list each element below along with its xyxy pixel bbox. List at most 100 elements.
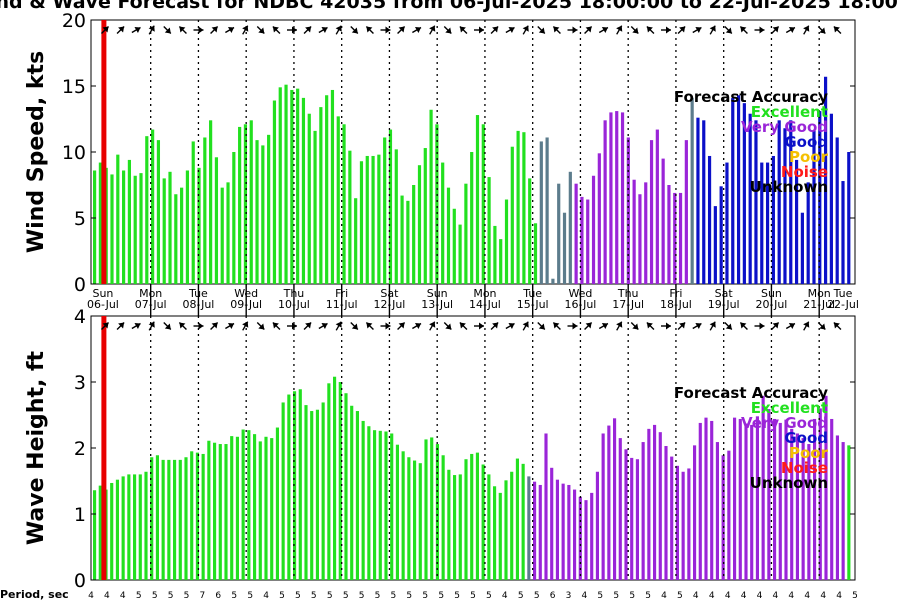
wave-direction-arrow-icon bbox=[193, 322, 204, 330]
wave-bar bbox=[321, 402, 325, 580]
arrow-head bbox=[227, 322, 235, 330]
wind-direction-arrow-icon bbox=[537, 25, 546, 35]
period-value: 5 bbox=[518, 591, 524, 600]
wave-bar bbox=[630, 457, 634, 580]
wave-bar bbox=[824, 395, 828, 580]
wave-bar bbox=[287, 394, 291, 580]
wave-direction-arrow-icon bbox=[131, 322, 141, 330]
wind-bar bbox=[586, 199, 590, 284]
wind-bar bbox=[731, 97, 735, 284]
arrow-head bbox=[258, 323, 265, 330]
wind-bar bbox=[348, 150, 352, 284]
wind-bar bbox=[383, 137, 387, 284]
chart-title: Wind & Wave Forecast for NDBC 42035 from… bbox=[0, 0, 900, 13]
arrow-head bbox=[242, 25, 249, 32]
wind-bar bbox=[481, 124, 485, 284]
wave-direction-arrow-icon bbox=[412, 322, 422, 330]
wind-bar bbox=[522, 132, 526, 284]
wind-bar bbox=[394, 149, 398, 284]
wind-bar bbox=[238, 126, 242, 284]
wind-bar bbox=[145, 136, 149, 284]
wind-bar bbox=[162, 178, 166, 284]
wave-bar bbox=[487, 474, 491, 580]
wave-ytick-label: 0 bbox=[74, 570, 86, 592]
arrow-head bbox=[429, 25, 436, 32]
wave-direction-arrow-icon bbox=[210, 321, 219, 331]
wind-direction-arrow-icon bbox=[803, 25, 810, 35]
wave-direction-arrow-icon bbox=[380, 322, 391, 330]
wave-direction-arrow-icon bbox=[100, 321, 110, 331]
period-value: 4 bbox=[741, 591, 747, 600]
wave-bar bbox=[830, 418, 834, 580]
wave-legend-item: Poor bbox=[789, 444, 829, 462]
wave-bar bbox=[515, 458, 519, 580]
wind-bar bbox=[98, 162, 102, 284]
wave-bar bbox=[167, 459, 171, 580]
arrow-head bbox=[335, 25, 342, 32]
wave-bar bbox=[378, 430, 382, 580]
arrow-head bbox=[788, 322, 795, 330]
wind-bar bbox=[464, 183, 468, 284]
arrow-head bbox=[679, 322, 686, 329]
wave-legend-item: Excellent bbox=[751, 399, 828, 417]
wave-bar bbox=[538, 484, 542, 580]
wind-bar bbox=[707, 155, 712, 284]
wave-bar bbox=[813, 418, 817, 580]
period-value: 5 bbox=[422, 591, 428, 600]
wind-direction-arrow-icon bbox=[505, 26, 515, 34]
period-value: 5 bbox=[454, 591, 460, 600]
wave-bar bbox=[395, 444, 399, 580]
wind-bar bbox=[562, 212, 567, 284]
period-value: 4 bbox=[725, 591, 731, 600]
wave-bar bbox=[493, 486, 497, 580]
wave-direction-arrow-icon bbox=[256, 321, 265, 331]
arrow-head bbox=[335, 321, 342, 328]
wave-bar bbox=[750, 424, 754, 580]
wave-direction-arrow-icon bbox=[567, 322, 578, 330]
wind-direction-arrow-icon bbox=[522, 25, 529, 35]
wind-direction-arrow-icon bbox=[225, 26, 235, 34]
wave-direction-arrow-icon bbox=[785, 322, 796, 330]
arrow-head bbox=[148, 321, 155, 328]
wind-bar bbox=[829, 113, 833, 284]
period-value: 5 bbox=[247, 591, 253, 600]
wave-direction-arrow-icon bbox=[490, 321, 499, 331]
wind-bar bbox=[632, 179, 636, 284]
wind-bar bbox=[719, 186, 723, 284]
period-value: 4 bbox=[836, 591, 842, 600]
period-value: 4 bbox=[104, 591, 110, 600]
wind-bar bbox=[441, 162, 445, 284]
wave-bar bbox=[664, 446, 668, 580]
wind-bar bbox=[365, 155, 369, 284]
wind-direction-arrow-icon bbox=[443, 25, 452, 35]
period-value: 5 bbox=[852, 591, 858, 600]
wind-bar bbox=[823, 76, 828, 284]
wind-bar bbox=[771, 155, 775, 284]
wave-direction-arrow-icon bbox=[505, 322, 515, 330]
arrow-head bbox=[321, 322, 328, 330]
wind-legend-item: Noise bbox=[781, 163, 828, 181]
wind-legend-item: Poor bbox=[789, 148, 829, 166]
wave-ylabel: Wave Height, ft bbox=[24, 350, 49, 545]
wind-ytick-label: 0 bbox=[74, 274, 86, 296]
arrow-head bbox=[833, 322, 840, 329]
wave-bar bbox=[93, 490, 97, 580]
wind-bar bbox=[458, 224, 462, 284]
wave-bar bbox=[264, 436, 268, 580]
wind-bar bbox=[151, 129, 155, 284]
wave-direction-arrow-icon bbox=[630, 321, 639, 331]
wave-bar bbox=[795, 433, 799, 580]
wave-legend-title: Forecast Accuracy bbox=[674, 384, 828, 402]
arrow-head bbox=[179, 322, 186, 329]
wave-bar bbox=[418, 463, 422, 580]
wave-bar bbox=[247, 430, 251, 580]
wave-bar bbox=[635, 459, 639, 580]
arrow-head bbox=[725, 27, 732, 34]
wave-bar bbox=[653, 424, 657, 580]
period-row-label: Period, sec bbox=[0, 588, 69, 600]
arrow-head bbox=[616, 321, 623, 328]
wind-bar bbox=[626, 137, 630, 284]
period-value: 5 bbox=[311, 591, 317, 600]
wind-bar bbox=[516, 130, 520, 284]
wind-bar bbox=[574, 183, 578, 284]
